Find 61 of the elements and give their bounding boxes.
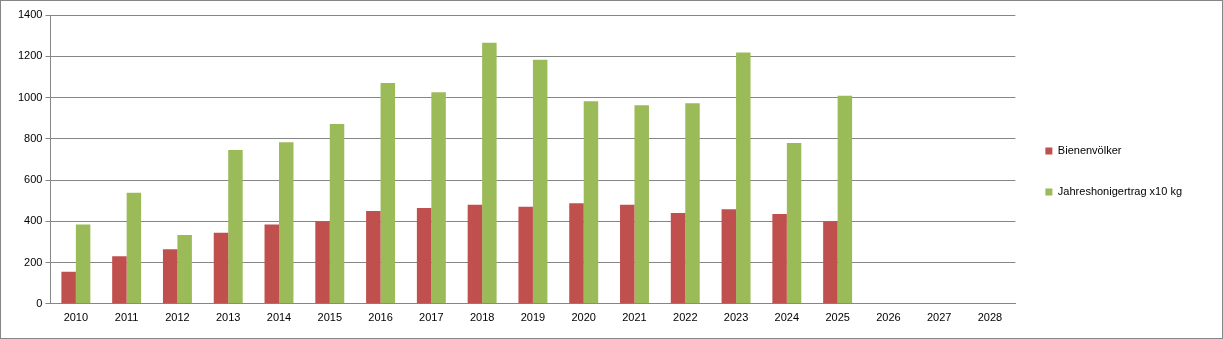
bar xyxy=(416,207,432,304)
bar xyxy=(482,42,497,304)
y-tick-label: 1200 xyxy=(17,49,43,62)
y-tick-label: 200 xyxy=(24,255,43,268)
bar xyxy=(366,210,381,304)
bar xyxy=(228,150,243,304)
bar xyxy=(772,214,787,304)
x-tick-label: 2013 xyxy=(215,311,241,324)
bar xyxy=(518,206,533,304)
legend-label: Jahreshonigertrag x10 kg xyxy=(1057,185,1183,198)
y-tick-label: 1000 xyxy=(17,90,43,103)
x-tick-label: 2023 xyxy=(723,311,749,324)
x-tick-label: 2021 xyxy=(622,311,647,324)
bar xyxy=(61,271,76,304)
bar xyxy=(264,224,279,304)
y-tick-label: 600 xyxy=(24,173,43,186)
x-tick-label: 2020 xyxy=(571,311,596,324)
bar xyxy=(532,59,548,304)
bar xyxy=(620,204,635,304)
bar xyxy=(736,52,751,304)
x-tick-label: 2019 xyxy=(520,311,546,324)
x-tick-label: 2027 xyxy=(926,311,952,324)
x-tick-label: 2014 xyxy=(266,311,292,324)
bar xyxy=(721,209,737,304)
bar xyxy=(112,256,127,304)
bar xyxy=(583,101,599,304)
x-tick-label: 2018 xyxy=(469,311,495,324)
y-tick-label: 1400 xyxy=(17,8,43,21)
y-tick-label: 400 xyxy=(24,214,43,227)
bar xyxy=(162,249,178,304)
bar xyxy=(431,92,446,304)
bar xyxy=(213,232,229,304)
x-tick-label: 2016 xyxy=(368,311,393,324)
bar xyxy=(823,221,838,304)
x-tick-label: 2011 xyxy=(114,311,139,324)
bar xyxy=(670,213,686,304)
bar xyxy=(380,83,396,304)
y-tick-label: 800 xyxy=(24,131,43,144)
bar xyxy=(685,103,700,304)
x-tick-label: 2028 xyxy=(977,311,1003,324)
bar xyxy=(315,221,330,304)
bar xyxy=(467,204,483,304)
bar xyxy=(786,142,802,304)
bar xyxy=(177,235,192,304)
bar xyxy=(279,142,294,304)
x-tick-label: 2022 xyxy=(673,311,698,324)
x-tick-label: 2024 xyxy=(774,311,800,324)
x-tick-label: 2017 xyxy=(419,311,444,324)
y-tick-label: 0 xyxy=(36,296,43,309)
x-tick-label: 2010 xyxy=(63,311,89,324)
bar xyxy=(837,95,853,304)
x-tick-label: 2026 xyxy=(876,311,901,324)
x-tick-label: 2025 xyxy=(825,311,850,324)
bar xyxy=(634,105,649,304)
bar xyxy=(329,123,345,304)
bar xyxy=(75,224,91,304)
x-tick-label: 2015 xyxy=(317,311,343,324)
bar xyxy=(569,203,584,304)
legend-label: Bienenvölker xyxy=(1057,144,1122,157)
bar xyxy=(126,192,142,304)
x-tick-label: 2012 xyxy=(165,311,190,324)
